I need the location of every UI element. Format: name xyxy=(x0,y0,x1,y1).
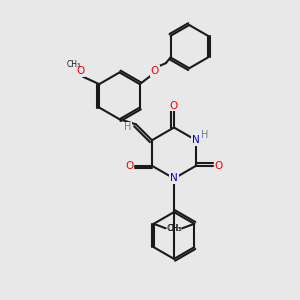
Text: O: O xyxy=(76,66,85,76)
Text: N: N xyxy=(170,173,178,184)
Text: N: N xyxy=(192,135,200,145)
Text: H: H xyxy=(201,130,208,140)
Text: O: O xyxy=(214,161,223,171)
Text: H: H xyxy=(124,122,131,132)
Text: CH₃: CH₃ xyxy=(166,224,181,233)
Text: O: O xyxy=(125,161,134,171)
Text: O: O xyxy=(170,100,178,111)
Text: CH₃: CH₃ xyxy=(167,224,182,233)
Text: O: O xyxy=(151,66,159,76)
Text: CH₃: CH₃ xyxy=(67,59,81,68)
